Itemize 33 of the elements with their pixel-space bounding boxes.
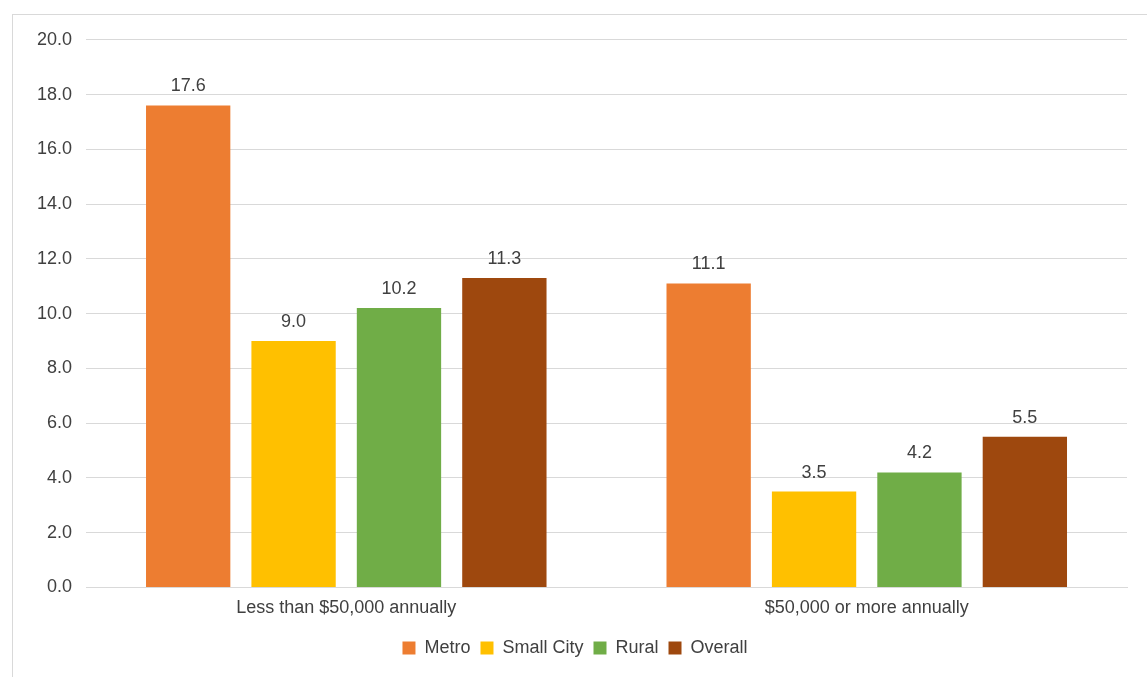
y-tick-label: 14.0: [36, 193, 73, 214]
bar: [877, 472, 962, 587]
bar: [982, 436, 1068, 587]
y-tick-label: 18.0: [36, 83, 73, 104]
y-tick-label: 10.0: [36, 302, 73, 323]
data-label: 10.2: [381, 278, 417, 299]
bar: [771, 491, 857, 587]
y-tick-label: 16.0: [36, 138, 73, 159]
y-tick-label: 4.0: [47, 466, 73, 487]
y-tick-label: 12.0: [36, 247, 73, 268]
data-label: 11.1: [691, 253, 726, 274]
data-label: 9.0: [281, 310, 307, 331]
y-tick-label: 20.0: [36, 28, 73, 49]
legend-label: Rural: [615, 636, 659, 657]
data-label: 3.5: [801, 461, 827, 482]
bar: [462, 278, 547, 587]
legend-label: Overall: [690, 636, 748, 657]
y-tick-label: 0.0: [47, 576, 73, 597]
legend-label: Small City: [502, 636, 584, 657]
x-tick-label: Less than $50,000 annually: [236, 597, 457, 618]
x-tick-label: $50,000 or more annually: [764, 597, 969, 618]
y-tick-label: 8.0: [47, 357, 73, 378]
bar: [356, 308, 442, 587]
bar: [666, 283, 751, 587]
bar: [146, 105, 231, 587]
legend-label: Metro: [424, 636, 471, 657]
data-label: 4.2: [906, 442, 932, 463]
data-label: 17.6: [170, 75, 206, 96]
data-label: 5.5: [1012, 406, 1038, 427]
bar: [251, 340, 336, 587]
data-label: 11.3: [487, 247, 522, 268]
y-tick-label: 6.0: [47, 412, 73, 433]
y-tick-label: 2.0: [47, 521, 73, 542]
